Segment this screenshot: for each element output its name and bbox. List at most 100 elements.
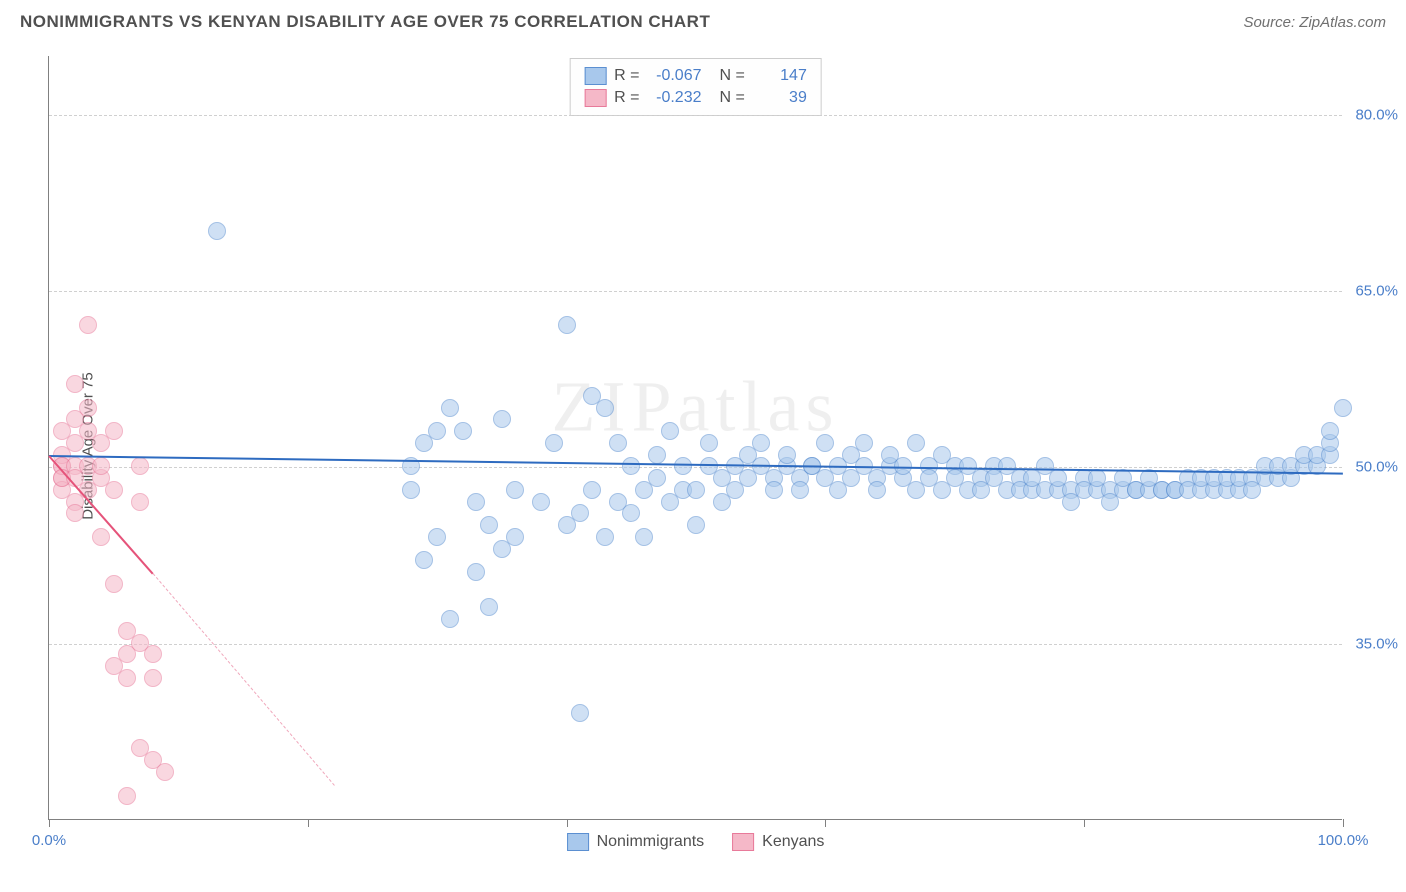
- data-point-kenyans: [105, 481, 123, 499]
- gridline: [49, 291, 1342, 292]
- legend-n-value-2: 39: [753, 89, 807, 107]
- data-point-kenyans: [79, 399, 97, 417]
- data-point-nonimmigrants: [467, 493, 485, 511]
- xtick: [1343, 819, 1344, 827]
- watermark: ZIPatlas: [552, 365, 840, 448]
- data-point-nonimmigrants: [778, 446, 796, 464]
- data-point-nonimmigrants: [648, 446, 666, 464]
- ytick-label: 65.0%: [1355, 283, 1398, 300]
- ytick-label: 35.0%: [1355, 635, 1398, 652]
- data-point-nonimmigrants: [558, 316, 576, 334]
- data-point-nonimmigrants: [661, 422, 679, 440]
- swatch-nonimmigrants: [584, 67, 606, 85]
- xtick-label: 100.0%: [1318, 832, 1369, 849]
- data-point-nonimmigrants: [791, 481, 809, 499]
- data-point-nonimmigrants: [454, 422, 472, 440]
- plot-area: ZIPatlas R = -0.067 N = 147 R = -0.232 N…: [48, 56, 1342, 820]
- data-point-kenyans: [156, 763, 174, 781]
- data-point-kenyans: [144, 645, 162, 663]
- data-point-nonimmigrants: [493, 410, 511, 428]
- legend-r-label: R =: [614, 89, 639, 107]
- data-point-nonimmigrants: [596, 528, 614, 546]
- ytick-label: 80.0%: [1355, 106, 1398, 123]
- data-point-nonimmigrants: [480, 516, 498, 534]
- data-point-nonimmigrants: [907, 434, 925, 452]
- data-point-nonimmigrants: [674, 457, 692, 475]
- xtick: [49, 819, 50, 827]
- swatch-nonimmigrants: [567, 833, 589, 851]
- source-attribution: Source: ZipAtlas.com: [1243, 14, 1386, 31]
- data-point-nonimmigrants: [687, 481, 705, 499]
- data-point-nonimmigrants: [571, 704, 589, 722]
- data-point-nonimmigrants: [752, 434, 770, 452]
- data-point-kenyans: [105, 422, 123, 440]
- data-point-nonimmigrants: [700, 434, 718, 452]
- data-point-nonimmigrants: [868, 481, 886, 499]
- legend-row-kenyans: R = -0.232 N = 39: [584, 87, 807, 109]
- legend-n-label: N =: [720, 67, 745, 85]
- data-point-nonimmigrants: [208, 222, 226, 240]
- data-point-nonimmigrants: [467, 563, 485, 581]
- trend-line: [152, 573, 334, 785]
- data-point-nonimmigrants: [532, 493, 550, 511]
- data-point-nonimmigrants: [545, 434, 563, 452]
- series-legend: Nonimmigrants Kenyans: [567, 833, 825, 851]
- data-point-kenyans: [131, 457, 149, 475]
- xtick: [308, 819, 309, 827]
- data-point-nonimmigrants: [441, 610, 459, 628]
- legend-label: Kenyans: [762, 833, 824, 851]
- data-point-nonimmigrants: [635, 528, 653, 546]
- data-point-nonimmigrants: [506, 528, 524, 546]
- data-point-nonimmigrants: [428, 528, 446, 546]
- data-point-nonimmigrants: [402, 481, 420, 499]
- data-point-nonimmigrants: [428, 422, 446, 440]
- data-point-nonimmigrants: [583, 481, 601, 499]
- swatch-kenyans: [732, 833, 754, 851]
- xtick-label: 0.0%: [32, 832, 66, 849]
- legend-label: Nonimmigrants: [597, 833, 705, 851]
- data-point-nonimmigrants: [622, 504, 640, 522]
- correlation-legend: R = -0.067 N = 147 R = -0.232 N = 39: [569, 58, 822, 116]
- data-point-nonimmigrants: [571, 504, 589, 522]
- data-point-kenyans: [66, 375, 84, 393]
- data-point-nonimmigrants: [855, 434, 873, 452]
- xtick: [567, 819, 568, 827]
- data-point-nonimmigrants: [816, 434, 834, 452]
- data-point-nonimmigrants: [687, 516, 705, 534]
- legend-item-nonimmigrants: Nonimmigrants: [567, 833, 705, 851]
- xtick: [825, 819, 826, 827]
- data-point-nonimmigrants: [480, 598, 498, 616]
- data-point-nonimmigrants: [622, 457, 640, 475]
- legend-item-kenyans: Kenyans: [732, 833, 824, 851]
- chart-title: NONIMMIGRANTS VS KENYAN DISABILITY AGE O…: [20, 12, 710, 32]
- legend-row-nonimmigrants: R = -0.067 N = 147: [584, 65, 807, 87]
- xtick: [1084, 819, 1085, 827]
- data-point-nonimmigrants: [765, 481, 783, 499]
- data-point-kenyans: [118, 669, 136, 687]
- data-point-kenyans: [105, 575, 123, 593]
- data-point-nonimmigrants: [596, 399, 614, 417]
- data-point-kenyans: [118, 787, 136, 805]
- data-point-nonimmigrants: [506, 481, 524, 499]
- data-point-kenyans: [92, 457, 110, 475]
- data-point-kenyans: [144, 669, 162, 687]
- legend-n-label: N =: [720, 89, 745, 107]
- data-point-nonimmigrants: [609, 434, 627, 452]
- data-point-nonimmigrants: [1321, 422, 1339, 440]
- swatch-kenyans: [584, 89, 606, 107]
- legend-n-value-1: 147: [753, 67, 807, 85]
- data-point-nonimmigrants: [441, 399, 459, 417]
- data-point-nonimmigrants: [648, 469, 666, 487]
- data-point-kenyans: [92, 528, 110, 546]
- data-point-kenyans: [79, 316, 97, 334]
- gridline: [49, 644, 1342, 645]
- data-point-nonimmigrants: [415, 551, 433, 569]
- data-point-kenyans: [131, 493, 149, 511]
- chart-container: Disability Age Over 75 ZIPatlas R = -0.0…: [48, 56, 1388, 836]
- legend-r-value-2: -0.232: [648, 89, 702, 107]
- trend-line: [49, 455, 1343, 475]
- data-point-kenyans: [66, 504, 84, 522]
- legend-r-value-1: -0.067: [648, 67, 702, 85]
- ytick-label: 50.0%: [1355, 459, 1398, 476]
- legend-r-label: R =: [614, 67, 639, 85]
